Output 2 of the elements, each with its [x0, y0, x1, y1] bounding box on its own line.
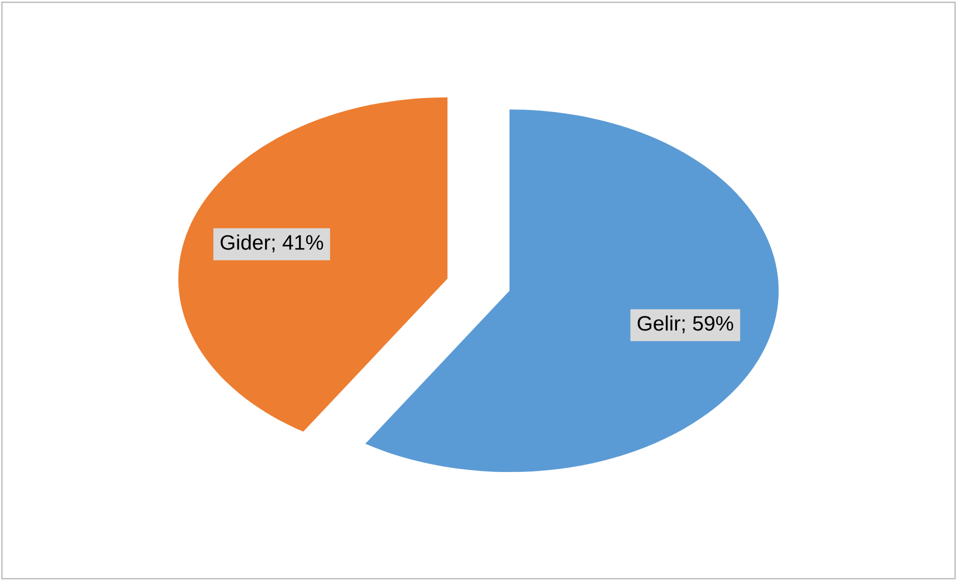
data-label: Gider; 41%: [220, 234, 324, 252]
data-label: Gelir; 59%: [638, 315, 734, 334]
